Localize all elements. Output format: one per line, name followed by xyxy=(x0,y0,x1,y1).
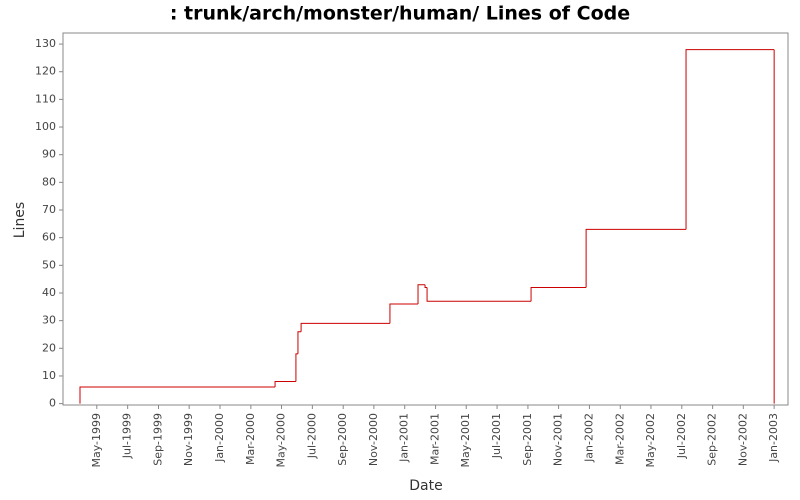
x-tick-label: Jul-2002 xyxy=(675,413,688,459)
y-tick-label: 40 xyxy=(42,286,56,299)
x-tick-label: Nov-2000 xyxy=(367,413,380,466)
y-tick-label: 20 xyxy=(42,341,56,354)
y-tick-label: 130 xyxy=(35,37,56,50)
x-tick-label: May-2002 xyxy=(644,413,657,468)
x-tick-label: Mar-2001 xyxy=(429,413,442,465)
line-step xyxy=(585,228,687,288)
x-tick-label: Nov-2002 xyxy=(736,413,749,466)
line-step xyxy=(79,386,276,404)
x-tick-label: Jan-2002 xyxy=(582,413,595,463)
y-tick-label: 80 xyxy=(42,175,56,188)
y-tick-label: 70 xyxy=(42,203,56,216)
x-tick-label: Sep-2001 xyxy=(521,413,534,466)
x-tick-label: Jan-2001 xyxy=(398,413,411,463)
line-step xyxy=(389,303,419,324)
y-tick-label: 120 xyxy=(35,65,56,78)
line-step xyxy=(424,284,428,288)
x-tick-label: May-2000 xyxy=(275,413,288,468)
y-tick-label: 10 xyxy=(42,369,56,382)
line-step xyxy=(300,322,390,332)
line-step xyxy=(530,286,587,302)
x-tick-label: Sep-2000 xyxy=(336,413,349,466)
y-tick-label: 30 xyxy=(42,314,56,327)
x-tick-label: Sep-2002 xyxy=(706,413,719,466)
x-tick-label: Sep-1999 xyxy=(151,413,164,466)
x-tick-label: Jul-1999 xyxy=(121,413,134,459)
line-step xyxy=(417,284,426,305)
plot-area xyxy=(62,32,789,406)
x-tick-label: Nov-2001 xyxy=(552,413,565,466)
x-tick-label: Nov-1999 xyxy=(182,413,195,466)
x-tick-label: Mar-2002 xyxy=(613,413,626,465)
x-tick-label: May-1999 xyxy=(90,413,103,468)
line-step xyxy=(295,353,298,382)
x-tick-label: Jul-2001 xyxy=(490,413,503,459)
y-tick-label: 110 xyxy=(35,92,56,105)
x-tick-label: May-2001 xyxy=(459,413,472,468)
line-step xyxy=(426,287,532,302)
y-tick-label: 50 xyxy=(42,258,56,271)
line-step xyxy=(274,380,296,388)
line-step xyxy=(685,49,775,230)
x-tick-label: Jan-2000 xyxy=(213,413,226,463)
y-tick-label: 100 xyxy=(35,120,56,133)
chart-title: : trunk/arch/monster/human/ Lines of Cod… xyxy=(170,3,630,25)
y-tick-label: 90 xyxy=(42,148,56,161)
y-tick-label: 60 xyxy=(42,231,56,244)
x-tick-label: Mar-2000 xyxy=(244,413,257,465)
x-tick-label: Jul-2000 xyxy=(305,413,318,459)
x-axis-label: Date xyxy=(409,478,442,494)
x-tick-label: Jan-2003 xyxy=(767,413,780,463)
y-tick-label: 0 xyxy=(49,397,56,410)
line-step xyxy=(297,331,302,354)
y-axis-label: Lines xyxy=(12,202,28,238)
